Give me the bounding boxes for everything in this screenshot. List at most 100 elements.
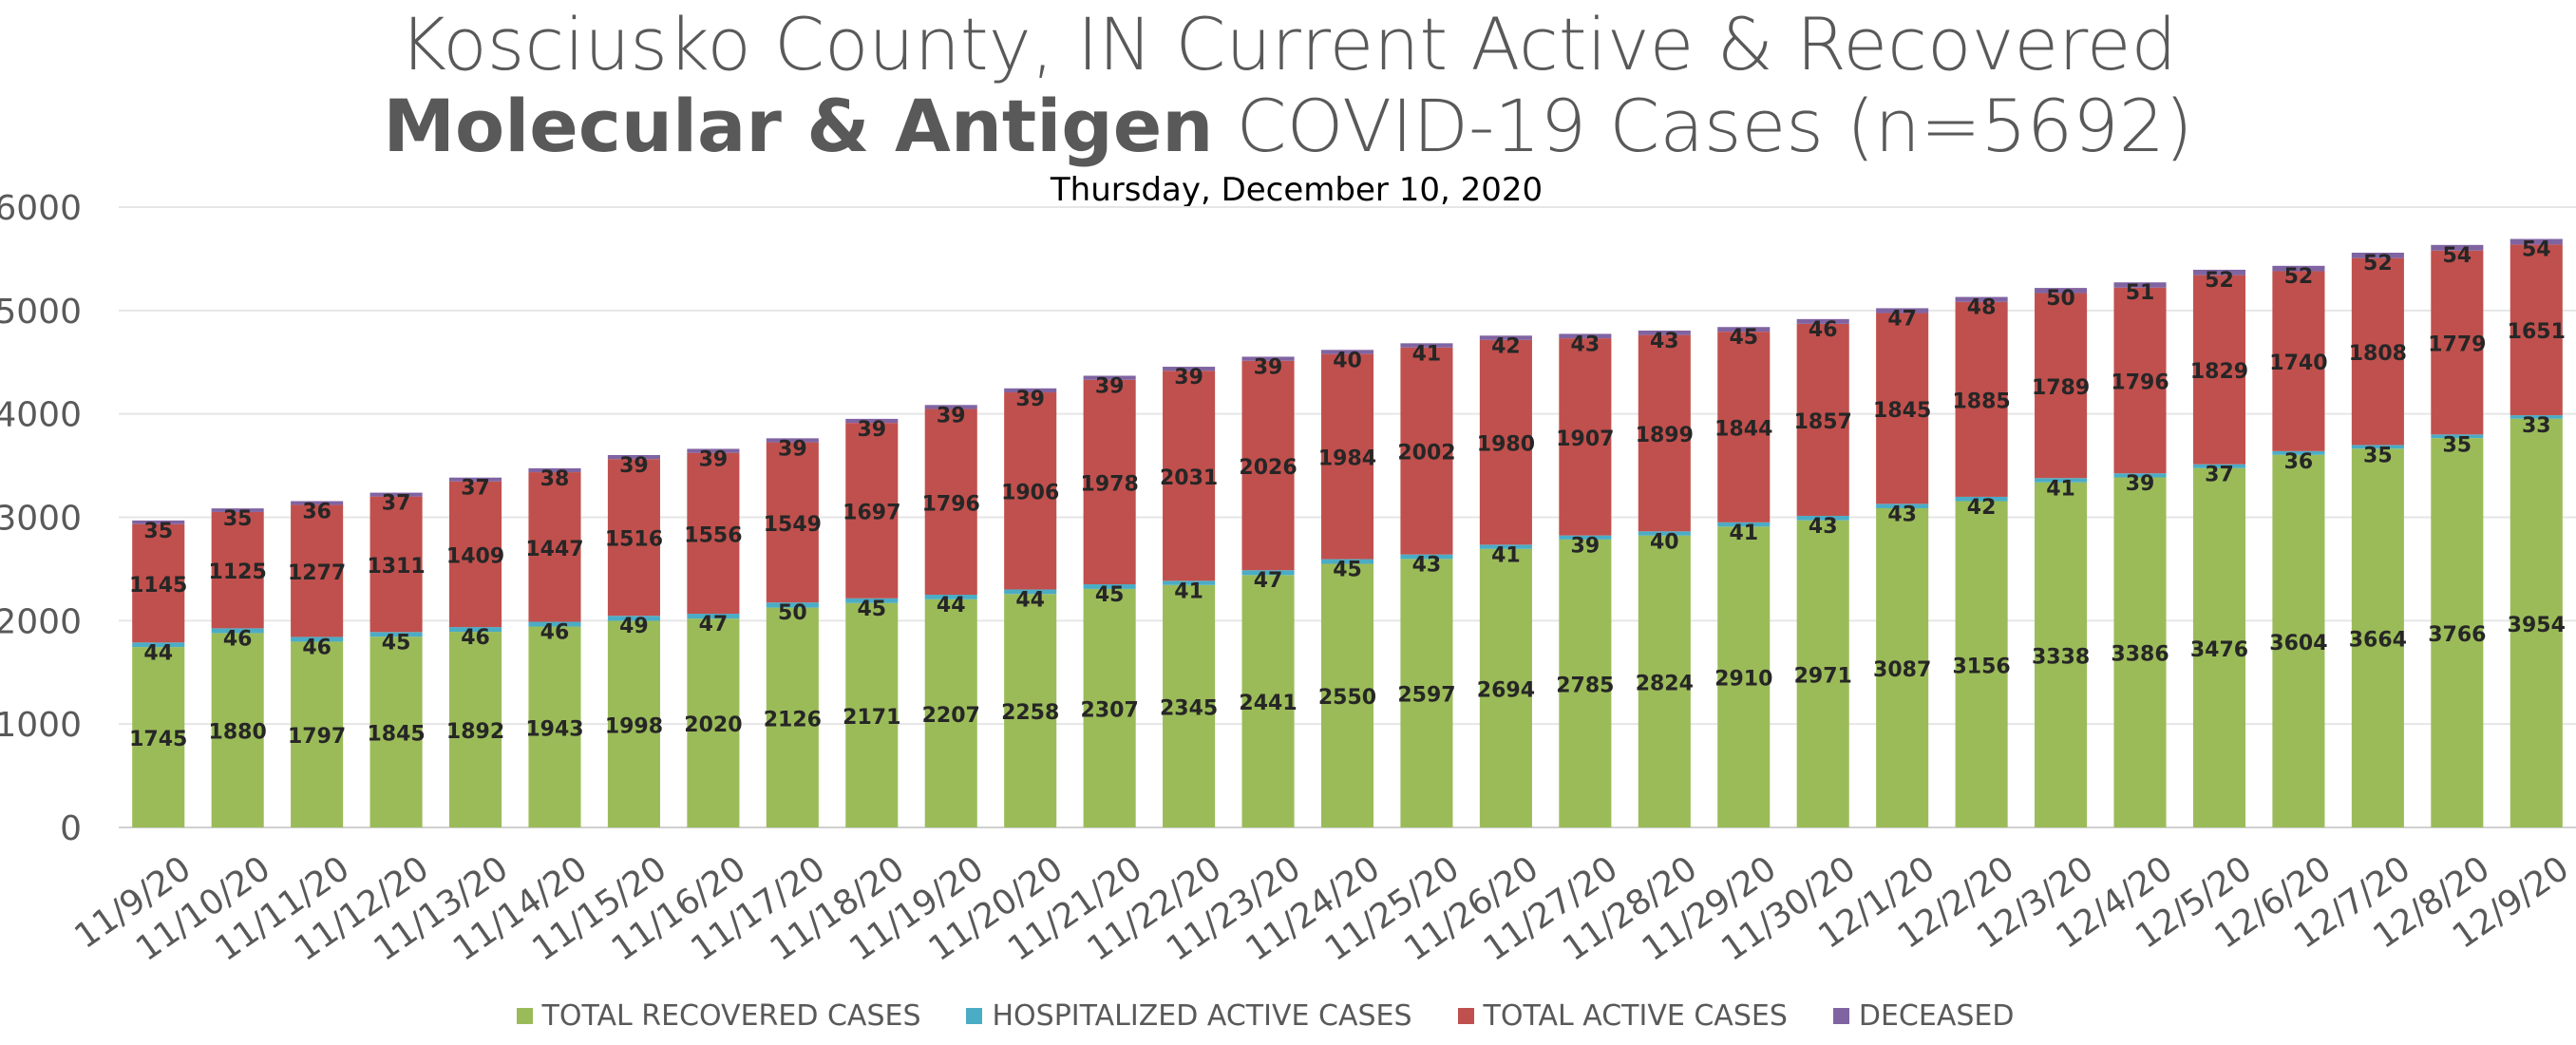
bar-recovered <box>528 626 581 827</box>
bar-deceased <box>1083 375 1136 380</box>
bar-hospitalized <box>1320 559 1374 564</box>
bar-recovered <box>1559 539 1612 827</box>
data-label-active: 1447 <box>525 538 583 561</box>
data-label-recovered: 2597 <box>1397 684 1455 708</box>
bar-recovered <box>2510 418 2563 827</box>
data-label-recovered: 1797 <box>288 725 346 749</box>
bar-recovered <box>369 636 423 827</box>
data-label-recovered: 2824 <box>1636 672 1694 695</box>
bar-hospitalized <box>1400 554 1453 560</box>
bar-deceased <box>607 454 660 460</box>
data-label-hospitalized: 47 <box>699 613 729 636</box>
data-label-active: 1125 <box>209 560 267 584</box>
y-tick-label: 5000 <box>0 293 82 332</box>
data-label-deceased: 39 <box>1095 375 1125 399</box>
data-label-deceased: 43 <box>1650 330 1679 353</box>
data-label-hospitalized: 50 <box>778 601 807 625</box>
data-label-recovered: 3087 <box>1873 658 1931 682</box>
bar-active <box>291 504 344 637</box>
data-label-hospitalized: 46 <box>302 636 331 659</box>
data-label-recovered: 2126 <box>764 708 822 732</box>
bar-active <box>2272 271 2325 451</box>
bar-hospitalized <box>1241 570 1295 576</box>
bar-recovered <box>607 620 660 827</box>
bar-hospitalized <box>1638 531 1691 536</box>
data-label-hospitalized: 39 <box>1571 535 1601 559</box>
bar-deceased <box>766 438 819 443</box>
bar-active <box>766 442 819 603</box>
bar-active <box>1241 360 1295 571</box>
chart-subtitle-date: Thursday, December 10, 2020 <box>1050 171 1544 209</box>
data-label-recovered: 3386 <box>2111 643 2169 667</box>
data-label-recovered: 2785 <box>1556 674 1614 697</box>
data-label-hospitalized: 45 <box>857 598 886 621</box>
bar-deceased <box>1638 330 1691 335</box>
bar-deceased <box>845 418 899 424</box>
bar-deceased <box>1479 335 1532 340</box>
data-label-deceased: 46 <box>1809 318 1838 342</box>
legend-item-deceased: DECEASED <box>1832 999 2014 1033</box>
data-label-hospitalized: 46 <box>223 627 253 651</box>
bar-hospitalized <box>2035 478 2088 483</box>
data-label-deceased: 52 <box>2284 265 2314 289</box>
bar-recovered <box>1320 563 1374 827</box>
bar-active <box>2431 250 2484 435</box>
bar-hospitalized <box>1559 535 1612 540</box>
data-label-hospitalized: 41 <box>1174 580 1203 603</box>
data-label-active: 1277 <box>288 561 346 585</box>
data-label-recovered: 2207 <box>922 704 980 728</box>
bar-hospitalized <box>291 636 344 642</box>
data-label-recovered: 3156 <box>1952 655 2010 678</box>
data-label-deceased: 35 <box>143 520 173 543</box>
data-label-deceased: 41 <box>1412 342 1442 366</box>
chart-legend: TOTAL RECOVERED CASES HOSPITALIZED ACTIVE… <box>0 999 2576 1033</box>
bar-active <box>1004 392 1057 590</box>
data-label-hospitalized: 37 <box>2205 464 2234 487</box>
data-label-recovered: 2441 <box>1239 692 1297 715</box>
bar-recovered <box>2113 477 2167 827</box>
bar-active <box>369 496 423 633</box>
bar-active <box>1479 339 1532 545</box>
bar-hospitalized <box>1479 544 1532 549</box>
bar-deceased <box>1004 388 1057 393</box>
data-label-active: 1779 <box>2428 333 2486 357</box>
data-label-deceased: 48 <box>1967 296 1997 320</box>
bar-recovered <box>1479 548 1532 827</box>
bar-hospitalized <box>924 595 977 599</box>
bar-recovered <box>448 632 502 827</box>
data-label-recovered: 2910 <box>1714 668 1772 692</box>
data-label-active: 2002 <box>1397 442 1455 466</box>
data-label-hospitalized: 46 <box>461 626 490 650</box>
bar-active <box>132 523 185 643</box>
bar-hospitalized <box>2192 464 2246 468</box>
bar-hospitalized <box>1717 522 1771 527</box>
bar-active <box>1320 353 1374 560</box>
data-label-active: 1796 <box>2111 371 2169 395</box>
bar-deceased <box>1241 356 1295 361</box>
data-label-recovered: 1892 <box>446 720 504 744</box>
legend-swatch-recovered <box>516 1008 533 1024</box>
bar-deceased <box>1559 333 1612 339</box>
data-label-recovered: 1880 <box>209 721 267 745</box>
bar-deceased <box>924 405 977 409</box>
bar-active <box>2192 275 2246 465</box>
bar-active <box>2351 257 2404 446</box>
bar-active <box>2510 244 2563 416</box>
y-tick-label: 6000 <box>0 189 82 228</box>
data-label-active: 1789 <box>2032 376 2090 400</box>
bar-hospitalized <box>845 598 899 603</box>
legend-item-active: TOTAL ACTIVE CASES <box>1457 999 1788 1033</box>
data-label-active: 1984 <box>1318 447 1376 471</box>
y-tick-label: 3000 <box>0 500 82 539</box>
data-label-active: 1516 <box>605 528 663 552</box>
data-label-active: 1829 <box>2190 360 2248 384</box>
chart-title-line1: Kosciusko County, IN Current Active & Re… <box>399 2 2177 86</box>
bar-deceased <box>2510 238 2563 245</box>
bar-recovered <box>687 618 740 827</box>
bar-active <box>2035 293 2088 479</box>
data-label-hospitalized: 35 <box>2443 433 2472 457</box>
data-label-hospitalized: 42 <box>1967 496 1997 520</box>
bar-hospitalized <box>2351 445 2404 449</box>
bar-deceased <box>2192 269 2246 276</box>
